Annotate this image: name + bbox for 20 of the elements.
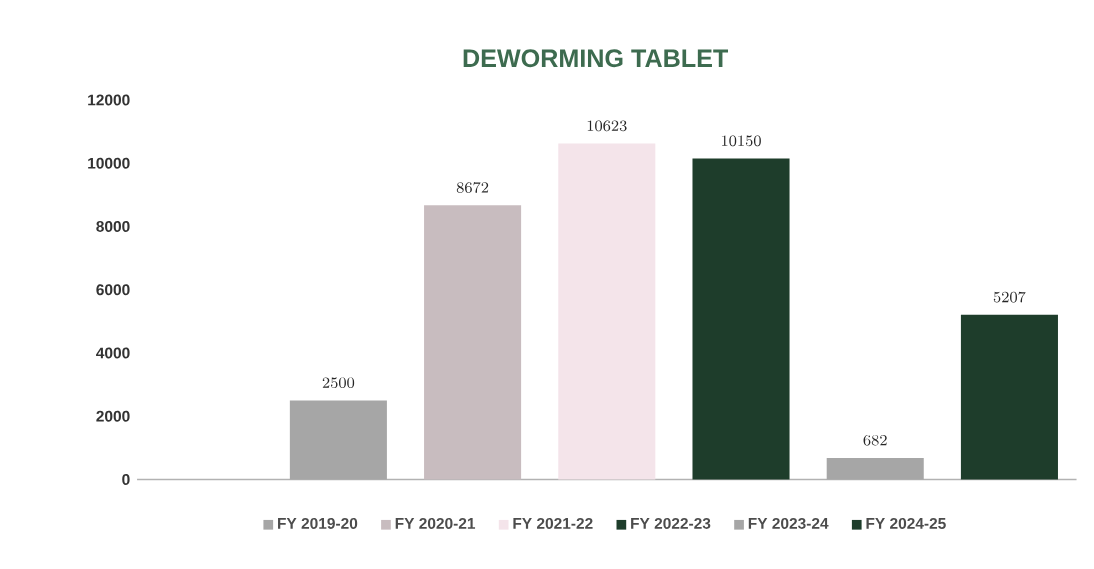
- legend-label: FY 2021-22: [513, 518, 593, 530]
- data-label: 8672: [456, 182, 489, 194]
- data-label: 10623: [587, 120, 627, 132]
- y-tick-label: 12000: [88, 94, 130, 106]
- legend-label: FY 2020-21: [395, 518, 476, 530]
- y-tick-label: 2000: [96, 410, 130, 422]
- legend-label: FY 2024-25: [866, 518, 946, 530]
- chart-title: DEWORMING TABLET: [463, 49, 729, 68]
- data-label: 682: [863, 435, 887, 446]
- y-tick-label: 10000: [88, 157, 130, 169]
- y-tick-label: 4000: [96, 347, 130, 359]
- y-tick-label: 6000: [96, 284, 130, 296]
- legend-label: FY 2023-24: [748, 518, 829, 530]
- y-tick-label: 0: [122, 474, 130, 486]
- data-label: 5207: [993, 291, 1026, 303]
- y-tick-label: 8000: [96, 221, 130, 233]
- legend-label: FY 2019-20: [278, 518, 358, 530]
- data-label: 10150: [721, 135, 761, 147]
- data-label: 2500: [322, 377, 355, 389]
- legend-label: FY 2022-23: [631, 518, 711, 530]
